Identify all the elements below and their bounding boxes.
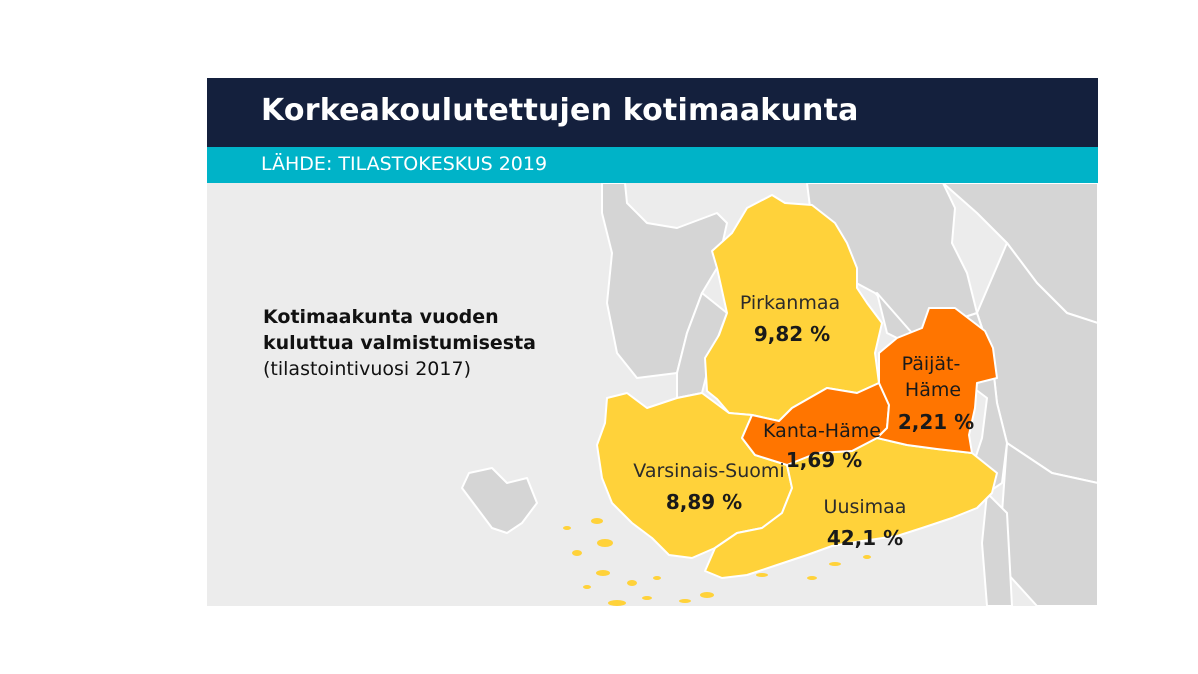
note-line-1: Kotimaakunta vuoden	[263, 306, 499, 328]
label-paijat-hame-value: 2,21 %	[898, 410, 974, 434]
label-uusimaa-value: 42,1 %	[827, 526, 903, 550]
label-varsinais-suomi-name: Varsinais-Suomi	[633, 460, 784, 482]
label-kanta-hame-value: 1,69 %	[786, 448, 862, 472]
region-paijat-hame	[876, 307, 998, 454]
source-text: LÄHDE: TILASTOKESKUS 2019	[261, 153, 548, 175]
islands	[563, 518, 871, 606]
other-region	[981, 492, 1013, 606]
region-labels: Pirkanmaa 9,82 % Päijät- Häme 2,21 % Kan…	[633, 292, 974, 550]
source-bar: LÄHDE: TILASTOKESKUS 2019	[207, 147, 1098, 183]
page-title: Korkeakoulutettujen kotimaakunta	[261, 93, 859, 128]
label-paijat-hame-name-1: Päijät-	[902, 353, 961, 375]
label-uusimaa-name: Uusimaa	[824, 496, 907, 518]
infographic-card: Korkeakoulutettujen kotimaakunta LÄHDE: …	[207, 78, 1098, 606]
map: Pirkanmaa 9,82 % Päijät- Häme 2,21 % Kan…	[461, 183, 1098, 606]
map-note: Kotimaakunta vuoden kuluttua valmistumis…	[263, 304, 536, 382]
label-pirkanmaa-name: Pirkanmaa	[740, 292, 840, 314]
note-line-3: (tilastointivuosi 2017)	[263, 358, 471, 380]
label-varsinais-suomi-value: 8,89 %	[666, 490, 742, 514]
label-pirkanmaa-value: 9,82 %	[754, 322, 830, 346]
label-paijat-hame-name-2: Häme	[905, 379, 961, 401]
note-line-2: kuluttua valmistumisesta	[263, 332, 536, 354]
aland-islands	[461, 467, 538, 534]
title-bar: Korkeakoulutettujen kotimaakunta	[207, 78, 1098, 147]
label-kanta-hame-name: Kanta-Häme	[763, 420, 881, 442]
